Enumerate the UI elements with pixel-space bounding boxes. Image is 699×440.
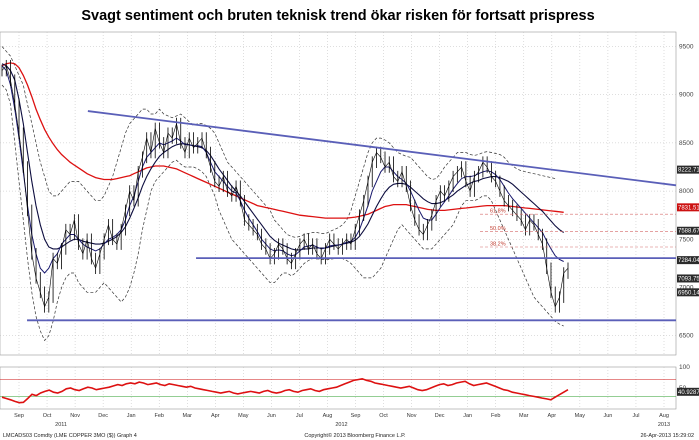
x-tick-label: Dec [435,413,445,419]
footer-copyright: Copyright© 2013 Bloomberg Finance L.P. [304,432,406,439]
rsi-y-tick-label: 100 [679,364,690,371]
bollinger-lower-line [1,84,564,342]
y-tick-label: 9500 [679,43,694,50]
x-tick-label: Mar [519,413,529,419]
footer-timestamp: 26-Apr-2013 15:29:02 [640,433,694,439]
x-tick-label: Jun [603,413,612,419]
x-tick-label: Feb [491,413,500,419]
value-badge-label: 7588.67 [678,229,699,235]
price-close-line [1,65,569,308]
x-tick-label: Dec [98,413,108,419]
y-tick-label: 7000 [679,285,694,292]
value-badge-label: 6950.14 [678,290,699,296]
year-label: 2012 [335,422,347,428]
x-tick-label: Jan [127,413,136,419]
main-frame [0,31,677,356]
x-tick-label: Nov [407,413,417,419]
value-badge [677,288,699,297]
x-tick-label: Aug [323,413,333,419]
x-tick-label: Aug [659,413,669,419]
value-badge-label: 7284.04 [678,258,699,264]
x-tick-label: Jun [267,413,276,419]
price-series [1,59,569,313]
year-label: 2011 [55,422,67,428]
x-tick-label: Sep [14,413,24,419]
main-grid [0,31,677,356]
y-tick-label: 8000 [679,188,694,195]
fib-label: 61.8% [490,209,506,215]
x-tick-label: Nov [70,413,80,419]
value-badges: 8222.71 7831.51 7588.67 7284.04 7093.75 6950.… [677,165,699,297]
x-tick-label: Apr [548,413,557,419]
x-tick-label: Mar [183,413,193,419]
trendline [87,110,677,187]
rsi-frame [0,366,677,410]
ma-mid-line [1,63,565,251]
rsi-series [1,377,569,404]
y-tick-label: 9000 [679,92,694,99]
y-axis-ticks: 6500 7000 7500 8000 8500 9000 9500 [679,43,694,339]
fibonacci-levels: 61.8% 50.0% 38.2% [480,209,676,248]
fib-label: 38.2% [490,242,506,248]
x-tick-label: Jul [296,413,303,419]
x-tick-label: Jul [632,413,639,419]
value-badge-label: 8222.71 [678,168,699,174]
ma-long-line [1,62,564,219]
value-badge [677,226,699,235]
trendlines [27,110,677,322]
footer-ticker: LMCADS03 Comdty (LME COPPER 3MO ($)) Gra… [3,433,137,439]
y-tick-label: 6500 [679,333,694,340]
fib-label: 50.0% [490,226,506,232]
x-gridlines [18,32,665,355]
x-tick-label: Oct [379,413,388,419]
bollinger-bands [1,46,564,342]
x-tick-label: Oct [43,413,52,419]
y-tick-label: 7500 [679,236,694,243]
value-badge [677,203,699,212]
bollinger-upper-line [1,46,556,238]
x-tick-label: Feb [154,413,163,419]
rsi-grid [0,366,677,410]
x-tick-label: Jan [463,413,472,419]
x-tick-label: May [575,413,586,419]
chart-title: Svagt sentiment och bruten teknisk trend… [81,8,595,24]
x-tick-label: Sep [351,413,361,419]
x-axis-labels: Sep Oct Nov Dec Jan Feb Mar Apr May Jun Jul Aug Sep O… [14,413,670,428]
rsi-panel: 1005040.9287 [0,364,699,410]
value-badge [677,165,699,174]
value-badge-label: 7831.51 [678,205,699,211]
main-panel: 61.8% 50.0% 38.2% 6500 7000 7500 8000 8500 9000… [0,31,699,356]
value-badge [677,256,699,265]
value-badge-label: 7093.75 [678,276,699,282]
rsi-line [1,377,569,404]
rsi-value-badge-label: 40.9287 [678,390,699,396]
rsi-value-badge [677,387,699,396]
value-badge [677,274,699,283]
rsi-y-ticks: 1005040.9287 [677,364,699,396]
x-tick-label: Apr [211,413,220,419]
y-tick-label: 8500 [679,140,694,147]
x-tick-label: May [238,413,249,419]
year-label: 2013 [658,422,670,428]
